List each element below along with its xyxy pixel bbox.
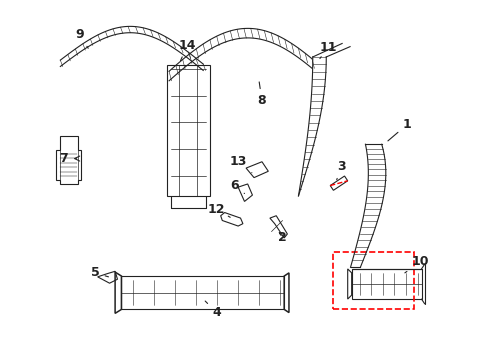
Text: 1: 1 — [387, 118, 411, 141]
Text: 7: 7 — [59, 152, 80, 165]
Text: 14: 14 — [178, 39, 196, 61]
Text: 6: 6 — [230, 179, 244, 193]
Text: 11: 11 — [319, 41, 336, 59]
Bar — [333, 252, 413, 309]
Bar — [351, 269, 421, 299]
Text: 5: 5 — [91, 266, 108, 279]
Text: 4: 4 — [205, 301, 221, 319]
Text: 8: 8 — [257, 82, 266, 107]
Text: 12: 12 — [207, 203, 230, 217]
Text: 9: 9 — [75, 28, 88, 48]
Bar — [121, 276, 284, 309]
Text: 10: 10 — [404, 255, 428, 273]
Text: 13: 13 — [229, 155, 251, 173]
Text: 2: 2 — [278, 231, 286, 244]
Text: 3: 3 — [336, 160, 345, 180]
